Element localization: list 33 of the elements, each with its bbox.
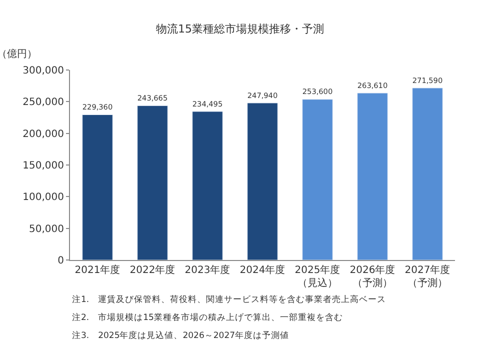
y-tick-label: 250,000 — [22, 97, 64, 108]
y-tick-label: 50,000 — [29, 224, 64, 235]
x-tick-label: 2024年度 — [240, 264, 286, 276]
x-tick-label: 2025年度（見込） — [294, 264, 340, 289]
x-tick-label: 2027年度（予測） — [404, 264, 450, 289]
bar — [302, 99, 333, 260]
y-axis-title: （億円） — [0, 48, 37, 60]
x-tick-label: 2026年度（予測） — [350, 264, 396, 289]
y-tick-label: 200,000 — [22, 128, 64, 140]
bar — [82, 114, 113, 260]
bar — [412, 88, 443, 260]
data-label: 253,600 — [302, 87, 333, 96]
bar — [357, 92, 388, 260]
data-label: 247,940 — [247, 90, 278, 100]
data-label: 271,590 — [412, 76, 443, 85]
y-tick-label: 0 — [58, 256, 64, 266]
bar — [192, 111, 223, 260]
text: 注2. 市場規模は15業種各市場の積み上げで算出、一部重複を含む — [72, 312, 343, 323]
chart-title: 物流15業種総市場規模推移・予測 — [156, 22, 324, 36]
y-tick-label: 300,000 — [22, 66, 64, 76]
data-label: 229,360 — [82, 102, 113, 112]
x-tick-label: 2022年度 — [130, 264, 176, 276]
x-tick-label: 2021年度 — [74, 264, 120, 276]
bar — [247, 102, 278, 260]
data-label: 263,610 — [357, 80, 388, 90]
text: 注3. 2025年度は見込値、2026～2027年度は予測値 — [72, 330, 290, 341]
x-tick-label: 2023年度 — [184, 264, 230, 276]
y-tick-label: 150,000 — [22, 160, 64, 172]
y-tick-label: 100,000 — [22, 192, 64, 204]
text: 注1. 運賃及び保管料、荷役料、関連サービス料等を含む事業者売上高ベース — [72, 294, 386, 305]
data-label: 243,665 — [137, 93, 168, 102]
data-label: 234,495 — [192, 99, 223, 108]
bar — [137, 105, 168, 260]
